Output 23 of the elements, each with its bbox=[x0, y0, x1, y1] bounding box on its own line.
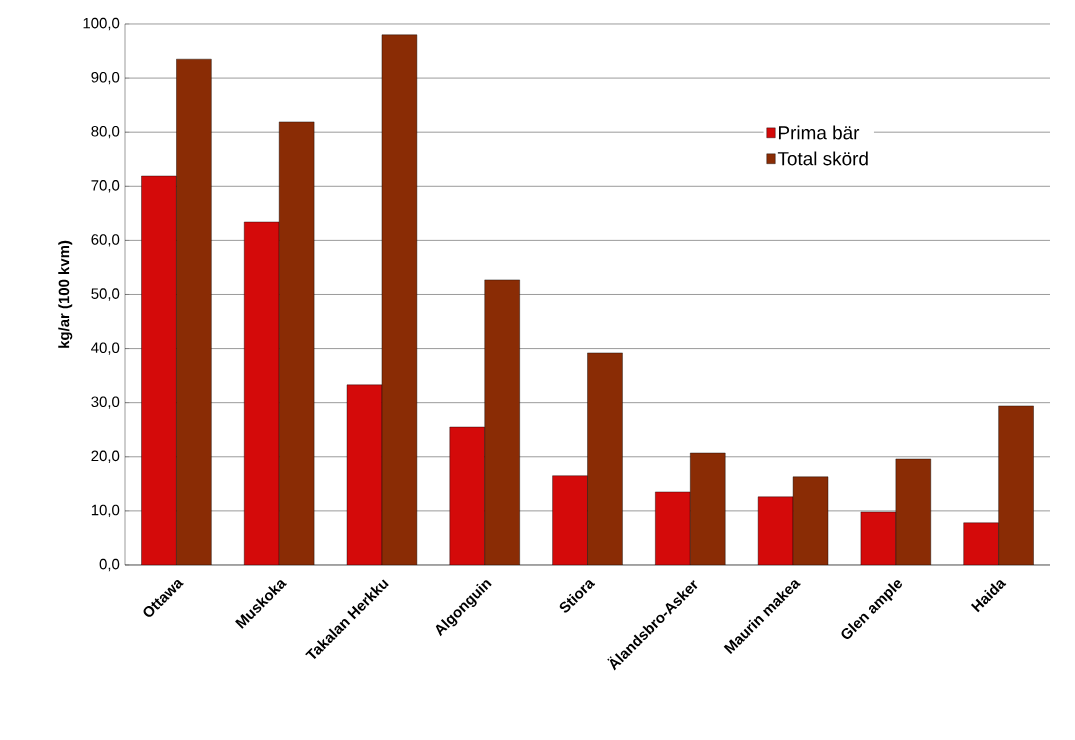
bar bbox=[244, 221, 280, 565]
y-tick-label: 90,0 bbox=[91, 71, 120, 85]
bar bbox=[757, 496, 794, 565]
y-axis-title: kg/ar (100 kvm) bbox=[58, 240, 73, 348]
y-tick-label: 40,0 bbox=[91, 342, 120, 355]
y-tick-label: 30,0 bbox=[91, 396, 120, 409]
bar bbox=[141, 175, 177, 565]
y-tick-label: 100,0 bbox=[83, 17, 120, 31]
legend-label: Total skörd bbox=[777, 151, 868, 166]
y-tick-label: 50,0 bbox=[91, 288, 120, 301]
bar bbox=[346, 384, 383, 565]
legend-label: Prima bär bbox=[779, 125, 860, 140]
y-tick-label: 20,0 bbox=[91, 450, 120, 463]
y-tick-label: 80,0 bbox=[91, 126, 120, 139]
y-tick-label: 70,0 bbox=[91, 180, 120, 193]
y-tick-label: 0,0 bbox=[99, 558, 120, 572]
bar bbox=[655, 491, 691, 565]
bar bbox=[860, 511, 897, 565]
bar bbox=[963, 522, 999, 565]
bar bbox=[449, 426, 485, 565]
bar bbox=[552, 475, 588, 565]
y-tick-label: 60,0 bbox=[91, 234, 120, 247]
y-tick-label: 10,0 bbox=[91, 504, 120, 518]
